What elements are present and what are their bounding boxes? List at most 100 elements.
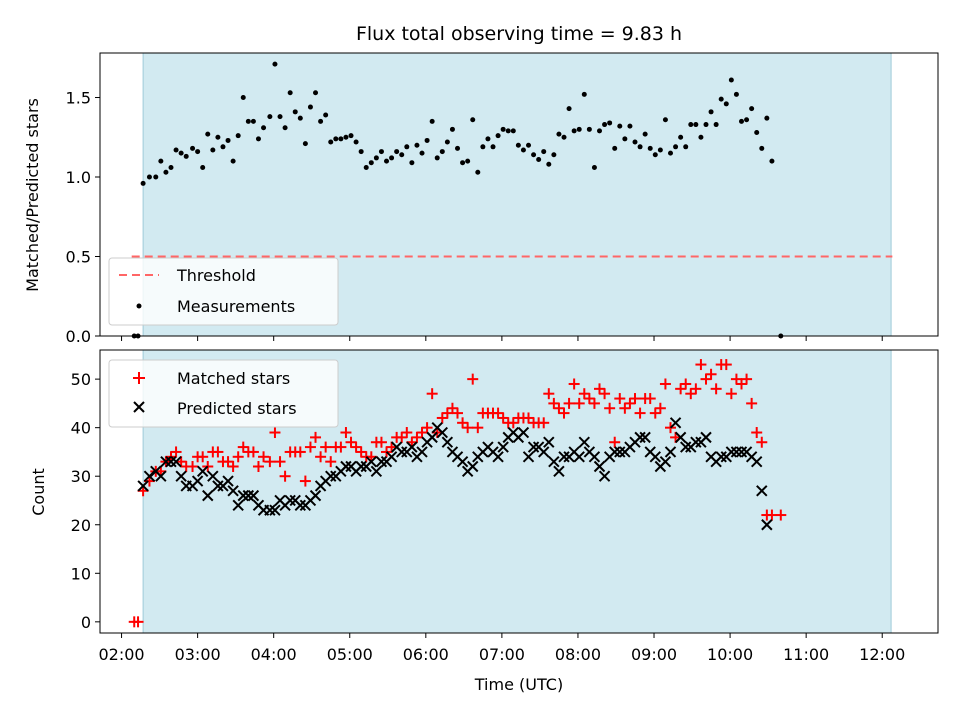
predicted-star-point bbox=[396, 446, 408, 458]
matched-star-point bbox=[507, 417, 519, 429]
predicted-star-point bbox=[593, 460, 606, 473]
measurement-point bbox=[272, 61, 278, 67]
matched-star-point bbox=[396, 431, 408, 443]
matched-star-point bbox=[695, 359, 707, 371]
predicted-star-point bbox=[735, 446, 748, 458]
measurement-point bbox=[183, 153, 189, 159]
matched-star-point bbox=[325, 456, 337, 468]
bottom-xlabel: Time (UTC) bbox=[474, 675, 563, 694]
matched-star-point bbox=[543, 388, 555, 400]
measurement-point bbox=[444, 139, 450, 145]
matched-star-point bbox=[462, 422, 474, 434]
measurement-point bbox=[764, 115, 770, 121]
predicted-star-point bbox=[674, 431, 687, 444]
matched-star-point bbox=[421, 422, 433, 434]
top-legend: Threshold Measurements bbox=[108, 257, 339, 326]
matched-star-point bbox=[340, 427, 352, 439]
legend-measurements-label: Measurements bbox=[177, 297, 295, 316]
bottom-xtick-label: 04:00 bbox=[251, 645, 297, 664]
bottom-xtick-label: 06:00 bbox=[403, 645, 449, 664]
measurement-point bbox=[178, 150, 184, 156]
matched-star-point bbox=[401, 427, 413, 439]
measurement-point bbox=[627, 123, 633, 129]
bottom-ytick-label: 40 bbox=[71, 419, 91, 438]
measurement-point bbox=[759, 145, 765, 151]
bottom-xtick-label: 02:00 bbox=[98, 645, 144, 664]
bottom-xtick-label: 12:00 bbox=[859, 645, 905, 664]
measurement-point bbox=[245, 118, 251, 124]
measurement-point bbox=[333, 136, 339, 142]
matched-star-point bbox=[700, 373, 712, 385]
measurement-point bbox=[769, 158, 775, 164]
measurement-point bbox=[460, 160, 466, 166]
measurement-point bbox=[455, 145, 461, 151]
measurement-point bbox=[637, 144, 643, 150]
measurement-point bbox=[561, 134, 567, 140]
matched-star-point bbox=[705, 368, 717, 380]
measurement-point bbox=[597, 128, 603, 134]
measurement-point bbox=[612, 145, 618, 151]
predicted-star-point bbox=[492, 451, 504, 463]
measurement-point bbox=[267, 114, 273, 120]
measurement-point bbox=[439, 149, 445, 155]
matched-star-point bbox=[578, 388, 590, 400]
bottom-xtick-label: 09:00 bbox=[631, 645, 677, 664]
predicted-star-point bbox=[207, 470, 219, 482]
matched-star-point bbox=[274, 456, 286, 468]
measurement-point bbox=[434, 155, 440, 161]
predicted-star-point bbox=[202, 489, 214, 502]
predicted-star-point bbox=[191, 475, 204, 487]
measurement-point bbox=[404, 144, 410, 150]
matched-star-point bbox=[375, 436, 387, 448]
measurement-point bbox=[495, 133, 501, 139]
predicted-star-point bbox=[325, 470, 337, 482]
predicted-star-point bbox=[175, 470, 187, 482]
measurement-point bbox=[713, 122, 719, 128]
legend-matched-swatch bbox=[133, 372, 145, 384]
matched-star-point bbox=[558, 407, 570, 419]
predicted-star-point bbox=[573, 451, 585, 463]
measurement-point bbox=[520, 147, 526, 153]
measurement-point bbox=[586, 126, 592, 132]
measurement-point bbox=[551, 152, 557, 158]
matched-star-point bbox=[497, 412, 509, 424]
measurement-point bbox=[510, 128, 516, 134]
predicted-star-point bbox=[680, 441, 692, 453]
measurement-point bbox=[373, 155, 379, 161]
top-ytick-label: 0.0 bbox=[66, 327, 91, 346]
measurement-point bbox=[240, 95, 246, 101]
matched-star-point bbox=[310, 431, 322, 443]
bottom-axes-frame bbox=[99, 349, 939, 634]
matched-star-point bbox=[710, 383, 722, 395]
matched-star-point bbox=[170, 446, 182, 458]
measurement-point bbox=[419, 150, 425, 156]
matched-star-point bbox=[212, 446, 224, 458]
bottom-ytick-label: 30 bbox=[71, 467, 91, 486]
measurement-point bbox=[261, 125, 267, 131]
legend-predicted-label: Predicted stars bbox=[177, 399, 297, 418]
matched-star-point bbox=[264, 456, 276, 468]
predicted-star-point bbox=[659, 455, 672, 468]
predicted-star-point bbox=[284, 494, 296, 507]
predicted-star-point bbox=[553, 465, 565, 478]
measurement-point bbox=[500, 126, 506, 132]
predicted-star-point bbox=[294, 499, 307, 512]
matched-star-point bbox=[538, 417, 550, 429]
measurement-point bbox=[225, 137, 231, 143]
bottom-ytick-label: 20 bbox=[71, 516, 91, 535]
bottom-ylabel: Count bbox=[29, 468, 48, 516]
matched-star-point bbox=[751, 427, 763, 439]
measurement-point bbox=[642, 131, 648, 137]
matched-star-point bbox=[467, 373, 479, 385]
matched-star-point bbox=[132, 616, 144, 628]
measurement-point bbox=[708, 109, 714, 115]
measurement-point bbox=[470, 117, 476, 123]
predicted-star-point bbox=[155, 470, 167, 482]
predicted-star-point bbox=[558, 451, 570, 463]
measurement-point bbox=[220, 144, 226, 150]
measurement-point bbox=[384, 158, 390, 164]
measurement-point bbox=[556, 131, 562, 137]
predicted-star-point bbox=[385, 451, 398, 463]
predicted-star-point bbox=[715, 451, 727, 463]
